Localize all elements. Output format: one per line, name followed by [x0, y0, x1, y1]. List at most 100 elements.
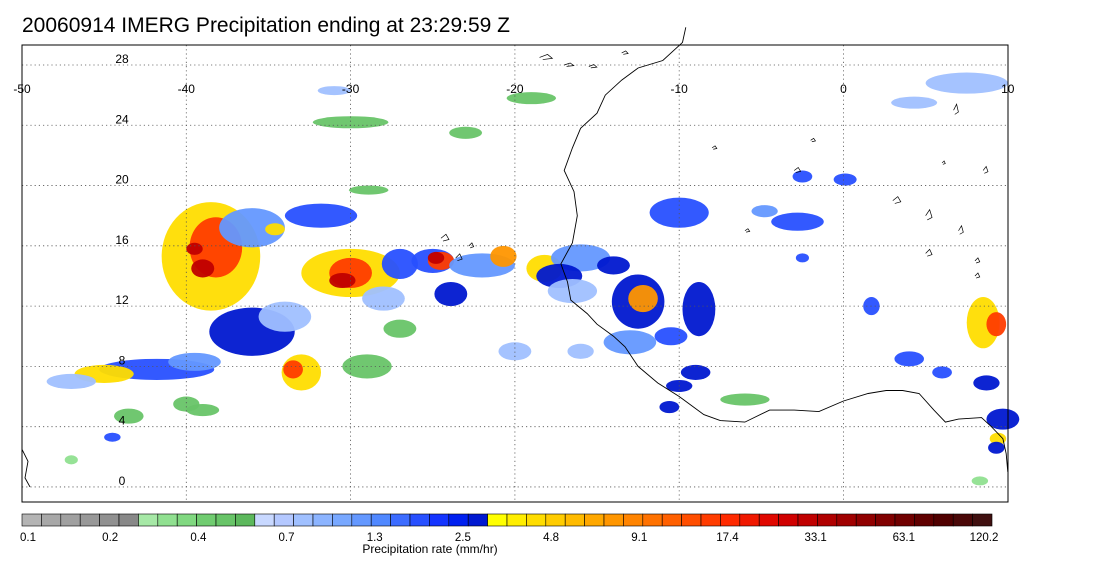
colorbar-tick: 2.5	[455, 532, 471, 544]
colorbar	[21, 513, 993, 527]
precip-cell	[603, 330, 657, 355]
lake-or-river-outline	[958, 224, 964, 235]
colorbar-tick: 120.2	[970, 532, 999, 544]
latitude-labels: 28 24 20 16 12 8 4 0	[115, 52, 129, 488]
lake-or-river-outline	[974, 272, 981, 279]
lat-label: 28	[115, 52, 129, 66]
lake-or-river-outline	[711, 145, 718, 150]
colorbar-swatch	[370, 513, 391, 527]
precip-cell	[891, 96, 938, 109]
colorbar-swatch	[855, 513, 876, 527]
colorbar-swatch	[312, 513, 333, 527]
precip-cell	[795, 253, 809, 263]
colorbar-swatch	[235, 513, 256, 527]
precipitation-field	[46, 72, 1020, 486]
precip-cell	[894, 351, 925, 367]
lake-or-river-outline	[468, 242, 475, 249]
precip-cell	[654, 327, 688, 346]
precip-cell	[567, 343, 594, 359]
precip-cell	[989, 432, 1007, 445]
lon-label: 0	[840, 82, 847, 96]
precip-cell	[219, 208, 285, 248]
lat-label: 0	[119, 474, 126, 488]
precip-cell	[932, 366, 952, 379]
precip-cell	[64, 455, 78, 465]
precip-cell	[649, 197, 709, 228]
colorbar-swatch	[526, 513, 547, 527]
colorbar-swatch	[739, 513, 760, 527]
lon-label: -10	[671, 82, 689, 96]
lake-or-river-outline	[455, 253, 463, 262]
colorbar-swatch	[564, 513, 585, 527]
lat-label: 20	[115, 173, 129, 187]
coastline	[21, 27, 1009, 488]
precip-cell	[659, 401, 680, 414]
precip-cell	[966, 297, 1000, 349]
colorbar-swatch	[273, 513, 294, 527]
lat-label: 16	[115, 233, 129, 247]
map-title: 20060914 IMERG Precipitation ending at 2…	[22, 14, 510, 37]
map-frame	[21, 44, 1009, 503]
colorbar-swatch	[390, 513, 411, 527]
lon-label: 10	[1001, 82, 1015, 96]
lon-label: -50	[13, 82, 31, 96]
precip-cell	[191, 259, 215, 278]
precip-cell	[449, 126, 483, 139]
colorbar-swatch	[176, 513, 197, 527]
precip-cell	[329, 272, 356, 289]
precip-cell	[792, 170, 813, 183]
colorbar-swatch	[215, 513, 236, 527]
lake-or-river-outline	[810, 137, 817, 143]
colorbar-swatch	[60, 513, 81, 527]
precip-cell	[265, 223, 285, 236]
colorbar-swatch	[293, 513, 314, 527]
colorbar-tick: 9.1	[631, 532, 647, 544]
lake-or-river-outline	[588, 64, 598, 69]
colorbar-tick: 63.1	[893, 532, 915, 544]
colorbar-swatch	[157, 513, 178, 527]
lake-or-river-outline	[953, 103, 959, 115]
precip-cell	[986, 312, 1007, 337]
lat-label: 8	[119, 353, 126, 367]
precip-cell	[751, 205, 778, 218]
precip-cell	[284, 203, 358, 228]
precip-cell	[104, 432, 121, 442]
longitude-labels: -50 -40 -30 -20 -10 0 10	[13, 82, 1014, 96]
precip-cell	[283, 360, 303, 379]
colorbar-tick: 33.1	[804, 532, 826, 544]
lake-or-river-outline	[440, 233, 450, 242]
precip-cell	[381, 248, 418, 279]
colorbar-swatch	[836, 513, 857, 527]
colorbar-swatch	[700, 513, 721, 527]
lake-or-river-outline	[982, 165, 989, 174]
colorbar-tick: 0.7	[279, 532, 295, 544]
colorbar-swatch	[623, 513, 644, 527]
colorbar-swatch	[487, 513, 508, 527]
lake-or-river-outline	[539, 54, 554, 60]
colorbar-swatch	[138, 513, 159, 527]
lake-or-river-outline	[941, 160, 946, 165]
precip-cell	[434, 281, 468, 307]
precip-cell	[597, 256, 630, 275]
precip-cell	[348, 185, 389, 195]
colorbar-swatch	[448, 513, 469, 527]
precip-cell	[186, 242, 203, 255]
precip-cell	[988, 441, 1005, 454]
lake-or-river-outline	[925, 248, 933, 257]
colorbar-swatch	[467, 513, 488, 527]
colorbar-swatch	[254, 513, 275, 527]
lat-label: 12	[115, 293, 129, 307]
africa-coastline	[560, 27, 1009, 472]
colorbar-swatch	[894, 513, 915, 527]
precip-cell	[362, 286, 405, 311]
colorbar-swatch	[506, 513, 527, 527]
colorbar-swatch	[778, 513, 799, 527]
colorbar-tick: 17.4	[716, 532, 739, 544]
colorbar-swatch	[952, 513, 973, 527]
colorbar-swatch	[99, 513, 120, 527]
colorbar-swatch	[603, 513, 624, 527]
precip-cell	[186, 404, 220, 417]
precip-cell	[680, 364, 711, 380]
colorbar-swatch	[21, 513, 42, 527]
colorbar-swatch	[409, 513, 430, 527]
